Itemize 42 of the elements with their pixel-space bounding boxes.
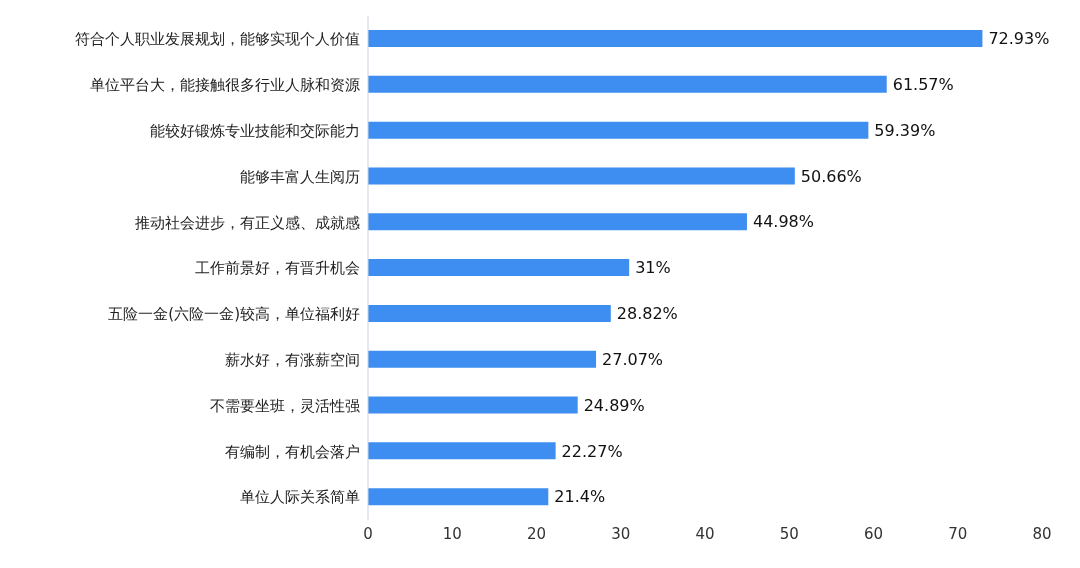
data-label: 22.27% [561,441,623,461]
y-tick-label: 能较好锻炼专业技能和交际能力 [150,121,360,140]
y-tick-label: 单位平台大，能接触很多行业人脉和资源 [90,76,360,95]
bar [368,350,597,368]
bar [368,75,887,93]
x-tick-label: 10 [442,524,462,543]
x-tick-label: 20 [526,524,547,543]
y-tick-label: 有编制，有机会落户 [225,442,360,461]
bar [368,167,795,185]
bar [368,213,747,231]
bar [368,121,869,139]
y-tick-label: 薪水好，有涨薪空间 [225,350,360,369]
bar [368,442,556,460]
y-tick-label: 工作前景好，有晋升机会 [195,259,360,278]
x-tick-label: 80 [1032,524,1052,543]
y-tick-label: 能够丰富人生阅历 [240,167,360,186]
y-tick-label: 五险一金(六险一金)较高，单位福利好 [108,305,360,324]
data-label: 21.4% [554,487,606,507]
bar [368,259,630,277]
y-tick-label: 不需要坐班，灵活性强 [210,396,360,415]
data-label: 27.07% [602,349,664,369]
data-label: 28.82% [616,304,678,324]
bar [368,396,578,414]
data-label: 61.57% [892,75,954,94]
data-label: 44.98% [752,212,814,232]
data-label: 59.39% [874,120,936,140]
data-label: 72.93% [988,29,1050,49]
y-tick-label: 符合个人职业发展规划，能够实现个人价值 [75,30,360,49]
x-tick-label: 60 [863,524,884,543]
x-tick-label: 50 [779,524,799,543]
x-tick-label: 0 [363,524,373,543]
data-label: 50.66% [800,166,862,186]
data-label: 31% [635,258,671,278]
x-tick-label: 70 [948,524,968,543]
data-label: 24.89% [583,395,645,415]
bar [368,488,549,506]
bar [368,304,611,322]
x-tick-label: 30 [611,524,631,543]
x-tick-label: 40 [695,524,715,543]
bar [368,30,983,47]
y-tick-label: 推动社会进步，有正义感、成就感 [135,213,360,232]
y-tick-label: 单位人际关系简单 [240,488,360,507]
